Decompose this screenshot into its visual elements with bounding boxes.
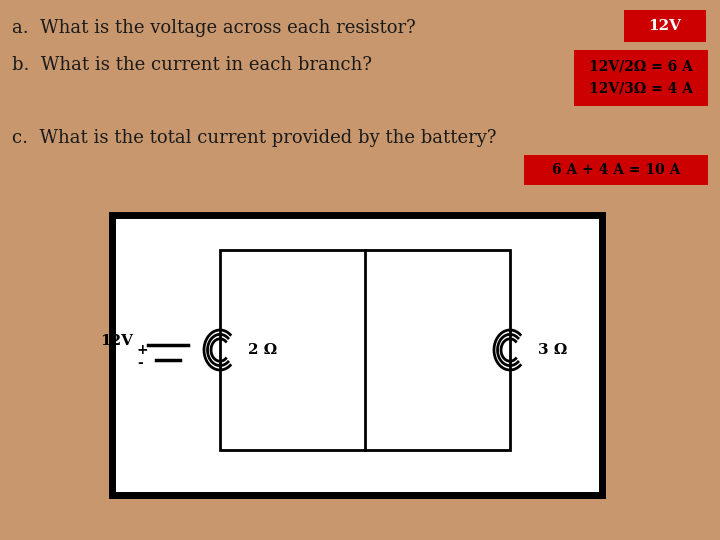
Bar bbox=[574, 50, 708, 106]
Text: 6 A + 4 A = 10 A: 6 A + 4 A = 10 A bbox=[552, 163, 680, 177]
Text: b.  What is the current in each branch?: b. What is the current in each branch? bbox=[12, 56, 372, 74]
Text: -: - bbox=[137, 356, 143, 370]
Bar bbox=[112, 215, 602, 495]
Text: 12V: 12V bbox=[100, 334, 133, 348]
Text: 12V/2Ω = 6 A: 12V/2Ω = 6 A bbox=[589, 60, 693, 74]
Bar bbox=[624, 10, 706, 42]
Bar bbox=[220, 250, 510, 450]
Text: 12V: 12V bbox=[649, 19, 682, 33]
Text: c.  What is the total current provided by the battery?: c. What is the total current provided by… bbox=[12, 129, 497, 147]
Bar bbox=[524, 155, 708, 185]
Text: a.  What is the voltage across each resistor?: a. What is the voltage across each resis… bbox=[12, 19, 415, 37]
Text: 12V/3Ω = 4 A: 12V/3Ω = 4 A bbox=[589, 81, 693, 95]
Text: 2 Ω: 2 Ω bbox=[248, 343, 277, 357]
Text: +: + bbox=[136, 343, 148, 357]
Text: 3 Ω: 3 Ω bbox=[538, 343, 567, 357]
